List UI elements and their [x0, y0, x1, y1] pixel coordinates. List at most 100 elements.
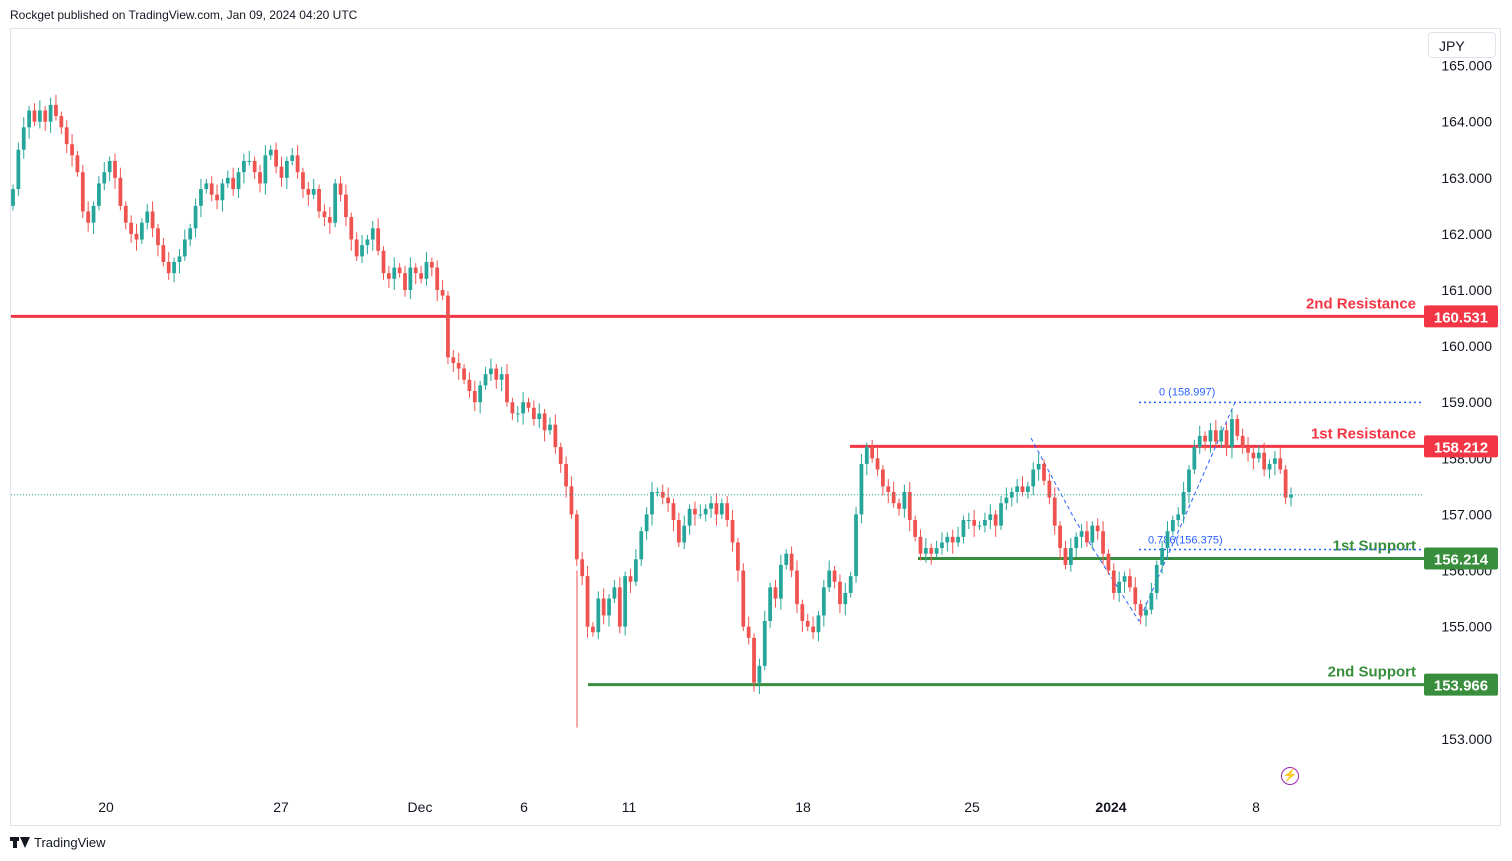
candle-body: [11, 189, 15, 206]
candle-body: [736, 542, 740, 571]
candle-body: [145, 211, 150, 223]
candle: [86, 201, 91, 232]
candle-body: [585, 576, 590, 627]
candle: [537, 403, 542, 429]
candle-body: [639, 531, 644, 560]
candle-body: [972, 520, 977, 526]
footer-brand[interactable]: TradingView: [10, 835, 106, 850]
support-label: 2nd Support: [1328, 664, 1416, 681]
candle-body: [515, 413, 520, 415]
candle: [199, 178, 203, 218]
candle-body: [1026, 486, 1030, 492]
candle: [75, 150, 80, 177]
candle: [220, 178, 225, 212]
candle-body: [956, 536, 960, 543]
price-tag-box: [1424, 435, 1498, 458]
candle: [1101, 521, 1105, 565]
candle: [870, 439, 875, 463]
candle: [80, 164, 85, 219]
candle-body: [1197, 435, 1202, 448]
candle-body: [719, 503, 724, 515]
candle: [977, 521, 982, 531]
candle: [397, 263, 402, 278]
price-axis[interactable]: 165.000 164.000 163.000 162.000 161.000 160.0…: [1441, 58, 1492, 747]
candle: [832, 566, 837, 589]
candle: [838, 574, 842, 614]
candle-body: [354, 239, 359, 257]
candle: [16, 142, 21, 196]
candle-body: [48, 104, 53, 122]
candle: [1063, 540, 1068, 570]
candle: [247, 150, 252, 166]
candle-body: [553, 424, 558, 448]
candle-body: [1149, 592, 1154, 610]
candle: [725, 495, 730, 527]
candle-body: [295, 155, 300, 173]
price-tag-box: [1424, 673, 1498, 696]
candle-body: [945, 536, 950, 543]
candle-body: [322, 211, 327, 218]
candle-body: [628, 576, 633, 582]
candle-body: [848, 576, 853, 593]
candle: [134, 223, 139, 251]
candle: [907, 481, 912, 532]
candle: [999, 495, 1003, 531]
candle-body: [580, 559, 585, 577]
candle: [505, 364, 509, 407]
candle: [585, 566, 590, 638]
candle-body: [634, 559, 638, 582]
candle: [123, 201, 128, 230]
price-tick-label: 157.000: [1441, 506, 1492, 522]
candle-body: [370, 228, 375, 240]
candle-body: [311, 189, 316, 195]
price-tick-label: 163.000: [1441, 170, 1492, 186]
candle-body: [27, 110, 31, 128]
candle: [1090, 521, 1095, 550]
candle: [1192, 439, 1197, 475]
candle: [805, 613, 810, 632]
candle: [666, 487, 670, 513]
candle-body: [451, 357, 456, 363]
time-axis[interactable]: 20 27 Dec 6 11 18 25 2024 8: [98, 799, 1260, 815]
candle-body: [596, 598, 601, 633]
candle-body: [199, 189, 203, 206]
candle: [290, 148, 295, 166]
candle: [1181, 481, 1186, 524]
lightning-icon[interactable]: ⚡: [1281, 767, 1299, 785]
candle: [284, 156, 289, 190]
candle-body: [1047, 480, 1052, 498]
candle: [107, 156, 112, 182]
time-tick-label: 18: [795, 799, 811, 815]
candle: [231, 167, 236, 196]
time-tick-label: 11: [622, 799, 637, 815]
candle: [1074, 532, 1079, 558]
candle-body: [494, 368, 499, 380]
candle-body: [773, 587, 778, 599]
candle: [569, 476, 574, 519]
currency-selector[interactable]: JPY: [1428, 32, 1496, 58]
candle: [295, 145, 300, 179]
candle: [1213, 420, 1218, 446]
candle-body: [521, 402, 526, 414]
candle: [1289, 487, 1293, 507]
candle-body: [1138, 604, 1143, 616]
candle-body: [725, 503, 730, 521]
price-tick-label: 155.000: [1441, 619, 1492, 635]
candle: [91, 201, 96, 234]
candle: [182, 229, 187, 261]
candle: [1052, 487, 1057, 535]
candle-body: [290, 155, 295, 161]
candle-body: [333, 183, 338, 223]
candle: [139, 218, 144, 245]
candle: [628, 568, 633, 593]
candle: [778, 554, 783, 610]
candle-body: [698, 514, 703, 516]
candle-body: [526, 402, 531, 408]
candle-body: [129, 222, 134, 234]
candle-body: [784, 553, 789, 565]
candle: [719, 498, 724, 519]
candle-body: [612, 587, 617, 599]
candle: [1187, 465, 1191, 504]
candle: [988, 504, 993, 529]
